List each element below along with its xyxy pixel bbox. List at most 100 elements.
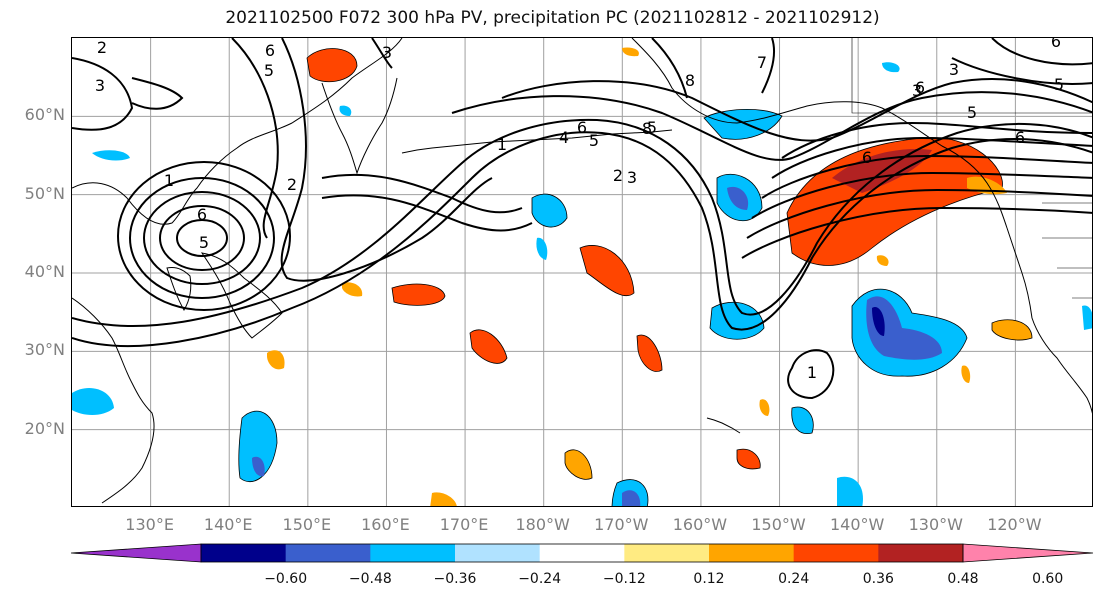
pv-contour [751,171,1092,219]
colorbar-tick-label: 0.48 [947,571,979,587]
pv-contour [143,191,261,285]
contour-label: 6 [915,78,925,97]
colorbar-segment [539,544,625,562]
pv-contour [746,188,1092,239]
colorbar-extend-min [70,543,202,563]
precip-positive-region [579,245,635,296]
contour-label: 4 [559,128,569,147]
precip-positive-region [267,350,285,370]
colorbar-segments [70,543,1094,563]
colorbar-segment [878,544,964,562]
contour-label: 5 [264,61,274,80]
contour-label: 6 [1051,38,1061,51]
pv-contour [761,38,775,94]
precipitation-anomaly-layer [72,47,1092,506]
colorbar-tick-label: −0.48 [348,571,392,587]
longitude-tick-label: 160°W [672,515,728,534]
precip-negative-region [837,476,863,506]
pv-contour [501,78,1092,142]
precip-positive-region [342,282,363,297]
contour-label: 6 [197,205,207,224]
pv-contour [371,38,393,69]
pv-contour [741,206,1092,259]
colorbar-tick-label: 0.24 [778,571,810,587]
colorbar-tick-label: 0.60 [1032,571,1064,587]
contour-label: 6 [862,148,872,167]
precip-negative-region [531,193,568,228]
pv-contour [761,154,1092,199]
colorbar-tick-label: −0.60 [264,571,308,587]
colorbar-segment [455,544,541,562]
precip-negative-region [866,296,942,360]
precip-negative-region [727,186,749,210]
longitude-tick-label: 170°E [439,515,489,534]
latitude-tick-label: 60°N [24,105,65,125]
colorbar-tick-label: −0.36 [433,571,477,587]
coastline-north-america-west [1006,227,1092,414]
pv-contour-labels: 2653312657851465236865356631 [95,38,1064,382]
precip-positive-region [391,283,446,306]
precip-negative-region [872,307,885,336]
contour-label: 8 [685,71,695,90]
pv-contour [129,177,275,299]
longitude-tick-label: 180°W [515,515,570,534]
precip-negative-region [252,456,265,477]
precip-negative-region [703,109,783,140]
precip-negative-region [536,237,548,260]
colorbar-outline [200,543,964,563]
coastline-china [72,297,155,504]
chart-title: 2021102500 F072 300 hPa PV, precipitatio… [225,8,880,28]
contour-label: 6 [577,118,587,137]
pv-contour [131,77,184,110]
precip-positive-region [759,399,770,416]
colorbar-tick-label: −0.12 [602,571,646,587]
colorbar-segment [285,544,371,562]
pv-contours [72,38,1092,400]
contour-label: 2 [613,166,623,185]
pv-contour [991,38,1092,66]
contour-label: 3 [912,81,922,100]
pv-contour [321,194,533,232]
precip-negative-region [882,62,900,73]
contour-label: 3 [95,76,105,95]
pv-contour [72,57,134,131]
contour-label: 2 [97,38,107,57]
pv-contour [159,205,245,271]
precip-negative-region [622,490,641,506]
pv-contour [951,57,1092,85]
coastline-japan [200,252,283,339]
contour-label: 2 [287,175,297,194]
colorbar-tick-label: 0.12 [693,571,725,587]
precip-negative-region [791,406,814,435]
longitude-tick-label: 120°W [987,515,1042,534]
pv-contour [781,121,1092,159]
pv-contour [651,38,688,99]
colorbar-tick-label: −0.24 [518,571,562,587]
contour-label: 5 [199,233,209,252]
contour-label: 3 [949,60,959,79]
longitude-tick-label: 130°E [125,515,174,534]
precip-positive-region [306,48,358,83]
longitude-tick-label: 150°E [282,515,332,534]
pv-contour [787,349,835,400]
coastline-korea [166,267,192,311]
contour-label: 3 [382,43,392,62]
longitude-tick-label: 150°W [751,515,806,534]
precip-positive-region [430,492,457,506]
pv-contour [231,38,279,239]
coastline-hawaii [706,417,741,434]
pv-contour [117,161,291,311]
coastline-kamchatka [321,77,398,175]
pv-contour [321,173,523,214]
map-panel: 2653312657851465236865356631 [71,37,1093,507]
precip-positive-region [961,365,971,383]
precip-positive-region [736,448,761,470]
contour-label: 3 [627,168,637,187]
precip-negative-region [1082,305,1092,330]
colorbar-tick-label: 0.36 [862,571,894,587]
precip-positive-region [564,449,593,480]
pv-contour [176,219,228,257]
longitude-tick-label: 130°W [908,515,963,534]
latitude-tick-label: 30°N [24,340,65,360]
